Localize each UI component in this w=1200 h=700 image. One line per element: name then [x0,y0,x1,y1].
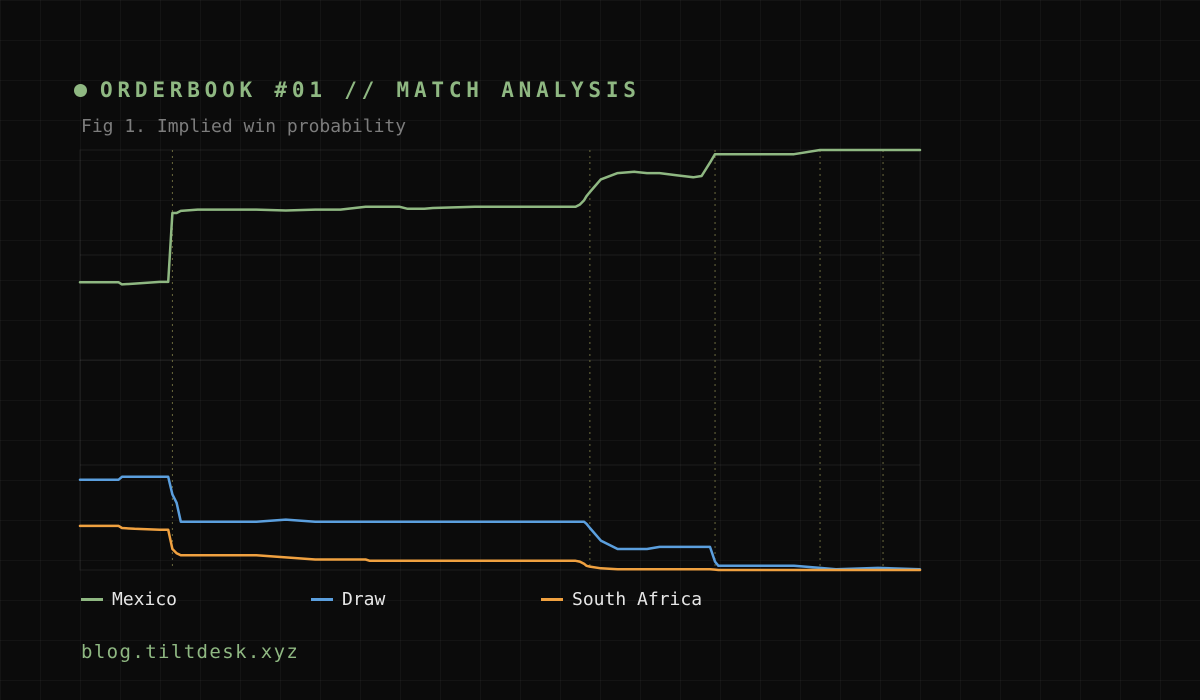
legend-label-south-africa: South Africa [572,589,703,610]
figure-caption: Fig 1. Implied win probability [81,116,407,137]
legend-swatch-mexico [81,598,103,601]
legend-label-mexico: Mexico [112,589,178,610]
legend-item-draw: Draw [311,589,385,610]
series-line-mexico [78,148,922,286]
chart-legend: Mexico Draw South Africa [0,589,1200,615]
page-title: ORDERBOOK #01 // MATCH ANALYSIS [100,78,641,102]
legend-item-mexico: Mexico [81,589,177,610]
legend-swatch-south-africa [541,598,563,601]
legend-label-draw: Draw [342,589,386,610]
series-line-draw [78,475,922,571]
legend-swatch-draw [311,598,333,601]
series-line-south-africa [78,524,922,572]
plot-frame [79,149,921,571]
status-dot-icon [74,83,87,97]
footer-link[interactable]: blog.tiltdesk.xyz [81,641,300,663]
header: ORDERBOOK #01 // MATCH ANALYSIS [74,78,641,102]
legend-item-south-africa: South Africa [541,589,702,610]
